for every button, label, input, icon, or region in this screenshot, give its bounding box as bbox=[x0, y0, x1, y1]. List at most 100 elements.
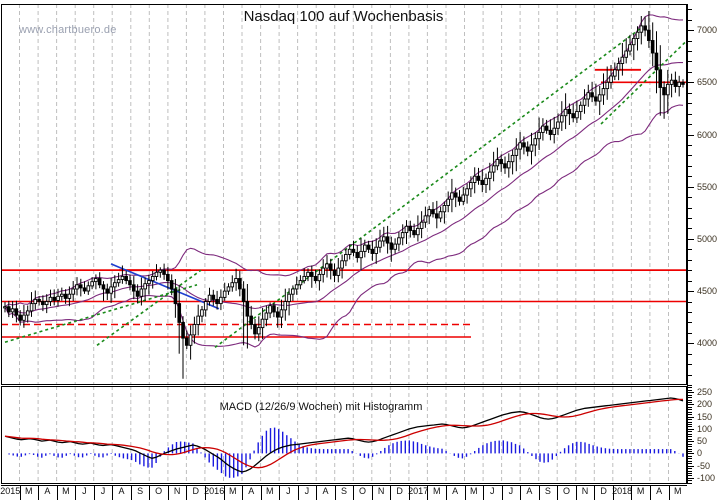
axis-major-tick bbox=[687, 186, 694, 188]
axis-minor-tick bbox=[687, 426, 692, 428]
axis-tick-label: 5500 bbox=[697, 181, 718, 192]
axis-tick-label: 6000 bbox=[697, 129, 718, 140]
x-axis-separator bbox=[668, 485, 670, 500]
axis-minor-tick bbox=[687, 301, 692, 303]
axis-minor-tick bbox=[687, 144, 692, 146]
axis-major-tick bbox=[687, 82, 694, 84]
x-axis-tick-label: A bbox=[452, 486, 459, 496]
x-axis-tick-label: S bbox=[544, 486, 551, 496]
axis-minor-tick bbox=[687, 207, 692, 209]
x-axis-tick-label: J bbox=[82, 486, 87, 496]
axis-tick-label: 150 bbox=[697, 411, 713, 422]
axis-minor-tick bbox=[687, 424, 692, 425]
axis-major-tick bbox=[687, 134, 694, 136]
x-axis-tick-label: M bbox=[25, 486, 33, 496]
x-axis-separator bbox=[353, 485, 355, 500]
x-axis-separator bbox=[56, 485, 58, 500]
axis-major-tick bbox=[687, 441, 694, 443]
axis-tick-label: 4000 bbox=[697, 338, 718, 349]
axis-minor-tick bbox=[687, 165, 692, 167]
axis-minor-tick bbox=[687, 61, 692, 63]
x-axis-separator bbox=[260, 485, 262, 500]
axis-minor-tick bbox=[687, 397, 692, 398]
x-axis-separator bbox=[557, 485, 559, 500]
axis-minor-tick bbox=[687, 460, 692, 462]
axis-minor-tick bbox=[687, 463, 692, 465]
axis-major-tick bbox=[687, 291, 694, 293]
axis-minor-tick bbox=[687, 9, 692, 11]
axis-tick-label: 250 bbox=[697, 387, 713, 398]
axis-minor-tick bbox=[687, 468, 692, 470]
x-axis-tick-label: M bbox=[229, 486, 237, 496]
x-axis-tick-label: M bbox=[470, 486, 478, 496]
x-axis-separator bbox=[223, 485, 225, 500]
x-axis-tick-label: D bbox=[396, 486, 403, 496]
x-axis-separator bbox=[204, 485, 206, 500]
x-axis-separator bbox=[130, 485, 132, 500]
price-plot-area bbox=[1, 4, 687, 385]
axis-major-tick bbox=[687, 477, 694, 479]
price-y-axis: 7000 6500 6000 5500 5000 4500 4000 bbox=[687, 4, 723, 386]
x-axis-separator bbox=[279, 485, 281, 500]
x-axis-separator bbox=[297, 485, 299, 500]
macd-plot-area bbox=[1, 386, 687, 484]
axis-tick-label: 4500 bbox=[697, 286, 718, 297]
axis-minor-tick bbox=[687, 482, 692, 484]
x-axis-separator bbox=[334, 485, 336, 500]
x-axis-tick-label: S bbox=[137, 486, 144, 496]
x-axis-separator bbox=[408, 485, 410, 500]
axis-minor-tick bbox=[687, 364, 692, 366]
x-axis-tick-label: 2016 bbox=[204, 486, 225, 496]
x-axis-tick-label: A bbox=[322, 486, 329, 496]
axis-tick-label: 200 bbox=[697, 399, 713, 410]
axis-minor-tick bbox=[687, 411, 692, 413]
axis-minor-tick bbox=[687, 92, 692, 94]
x-axis-separator bbox=[594, 485, 596, 500]
axis-minor-tick bbox=[687, 280, 692, 282]
x-axis-separator bbox=[186, 485, 188, 500]
axis-minor-tick bbox=[687, 406, 692, 408]
x-axis-tick-label: O bbox=[155, 486, 163, 496]
x-axis-tick-label: J bbox=[490, 486, 495, 496]
x-axis-tick-label: A bbox=[118, 486, 125, 496]
axis-tick-label: 100 bbox=[697, 423, 713, 434]
x-axis-tick-label: N bbox=[581, 486, 589, 496]
axis-minor-tick bbox=[687, 389, 692, 391]
axis-minor-tick bbox=[687, 450, 692, 452]
x-axis-tick-label: M bbox=[266, 486, 274, 496]
axis-minor-tick bbox=[687, 19, 692, 21]
page-title: Nasdaq 100 auf Wochenbasis bbox=[243, 8, 444, 25]
macd-chart-panel: MACD (12/26/9 Wochen) mit Histogramm bbox=[1, 386, 687, 484]
x-axis-tick-label: D bbox=[600, 486, 607, 496]
axis-major-tick bbox=[687, 238, 694, 240]
x-axis-tick-label: A bbox=[44, 486, 51, 496]
axis-minor-tick bbox=[687, 228, 692, 230]
x-axis-separator bbox=[631, 485, 633, 500]
x-axis-separator bbox=[649, 485, 651, 500]
x-axis-tick-label: M bbox=[432, 486, 441, 496]
axis-minor-tick bbox=[687, 421, 692, 423]
x-axis-tick-label: J bbox=[508, 486, 514, 496]
axis-minor-tick bbox=[687, 394, 692, 396]
x-axis-tick-label: N bbox=[377, 486, 385, 496]
axis-minor-tick bbox=[687, 470, 692, 472]
axis-minor-tick bbox=[687, 401, 692, 403]
x-axis-separator bbox=[75, 485, 77, 500]
x-axis-separator bbox=[167, 485, 169, 500]
x-axis-tick-label: D bbox=[192, 486, 199, 496]
x-axis-tick-label: M bbox=[636, 486, 645, 496]
axis-minor-tick bbox=[687, 311, 692, 313]
price-chart-svg bbox=[1, 4, 687, 385]
axis-minor-tick bbox=[687, 270, 692, 272]
x-axis-separator bbox=[501, 485, 503, 500]
x-axis-tick-label: O bbox=[562, 486, 571, 496]
axis-minor-tick bbox=[687, 374, 692, 376]
axis-minor-tick bbox=[687, 455, 692, 457]
macd-chart-svg bbox=[4, 386, 684, 484]
macd-y-axis: 250 200 150 100 50 0 -50 -100 bbox=[687, 386, 723, 484]
axis-major-tick bbox=[687, 392, 694, 394]
axis-minor-tick bbox=[687, 124, 692, 125]
x-axis-separator bbox=[19, 485, 21, 500]
x-axis-separator bbox=[427, 485, 429, 500]
x-axis-separator bbox=[520, 485, 522, 500]
